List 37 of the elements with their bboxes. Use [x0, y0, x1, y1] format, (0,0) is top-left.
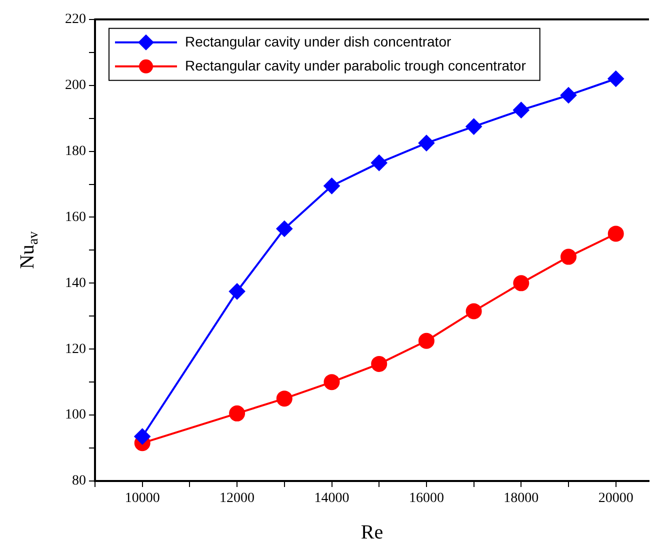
point — [324, 178, 340, 194]
point — [229, 283, 246, 300]
point — [418, 135, 434, 152]
point — [371, 356, 388, 372]
y-axis-title: Nuav — [16, 231, 42, 270]
point — [513, 275, 530, 292]
x-tick-label: 14000 — [314, 491, 350, 506]
y-tick-label: 220 — [65, 12, 86, 28]
x-axis-title: Re — [360, 521, 384, 544]
point — [608, 226, 624, 242]
legend-label: Rectangular cavity under dish concentrator — [185, 33, 452, 50]
point — [466, 118, 482, 135]
point — [608, 70, 624, 87]
y-tick-label: 200 — [65, 78, 86, 94]
y-tick-label: 140 — [65, 276, 86, 291]
legend-label: Rectangular cavity under parabolic trough concentrator — [185, 57, 526, 74]
point — [418, 332, 434, 349]
y-tick-label: 180 — [65, 144, 86, 159]
y-tick-label: 100 — [65, 408, 86, 423]
x-tick-label: 18000 — [504, 491, 539, 506]
x-tick-label: 16000 — [408, 491, 444, 506]
point — [513, 102, 530, 118]
x-tick-label: 10000 — [124, 491, 160, 506]
y-tick-label: 120 — [65, 342, 86, 357]
y-tick-label: 160 — [65, 210, 86, 225]
x-tick-label: 20000 — [598, 491, 634, 506]
point — [466, 303, 482, 320]
point — [229, 405, 246, 422]
y-tick-label: 80 — [72, 474, 86, 489]
point — [134, 428, 150, 444]
point — [276, 220, 292, 237]
point — [560, 87, 577, 104]
point — [324, 374, 340, 390]
point — [276, 390, 292, 407]
point — [560, 248, 577, 265]
point — [371, 154, 388, 171]
x-tick-label: 12000 — [220, 491, 255, 506]
